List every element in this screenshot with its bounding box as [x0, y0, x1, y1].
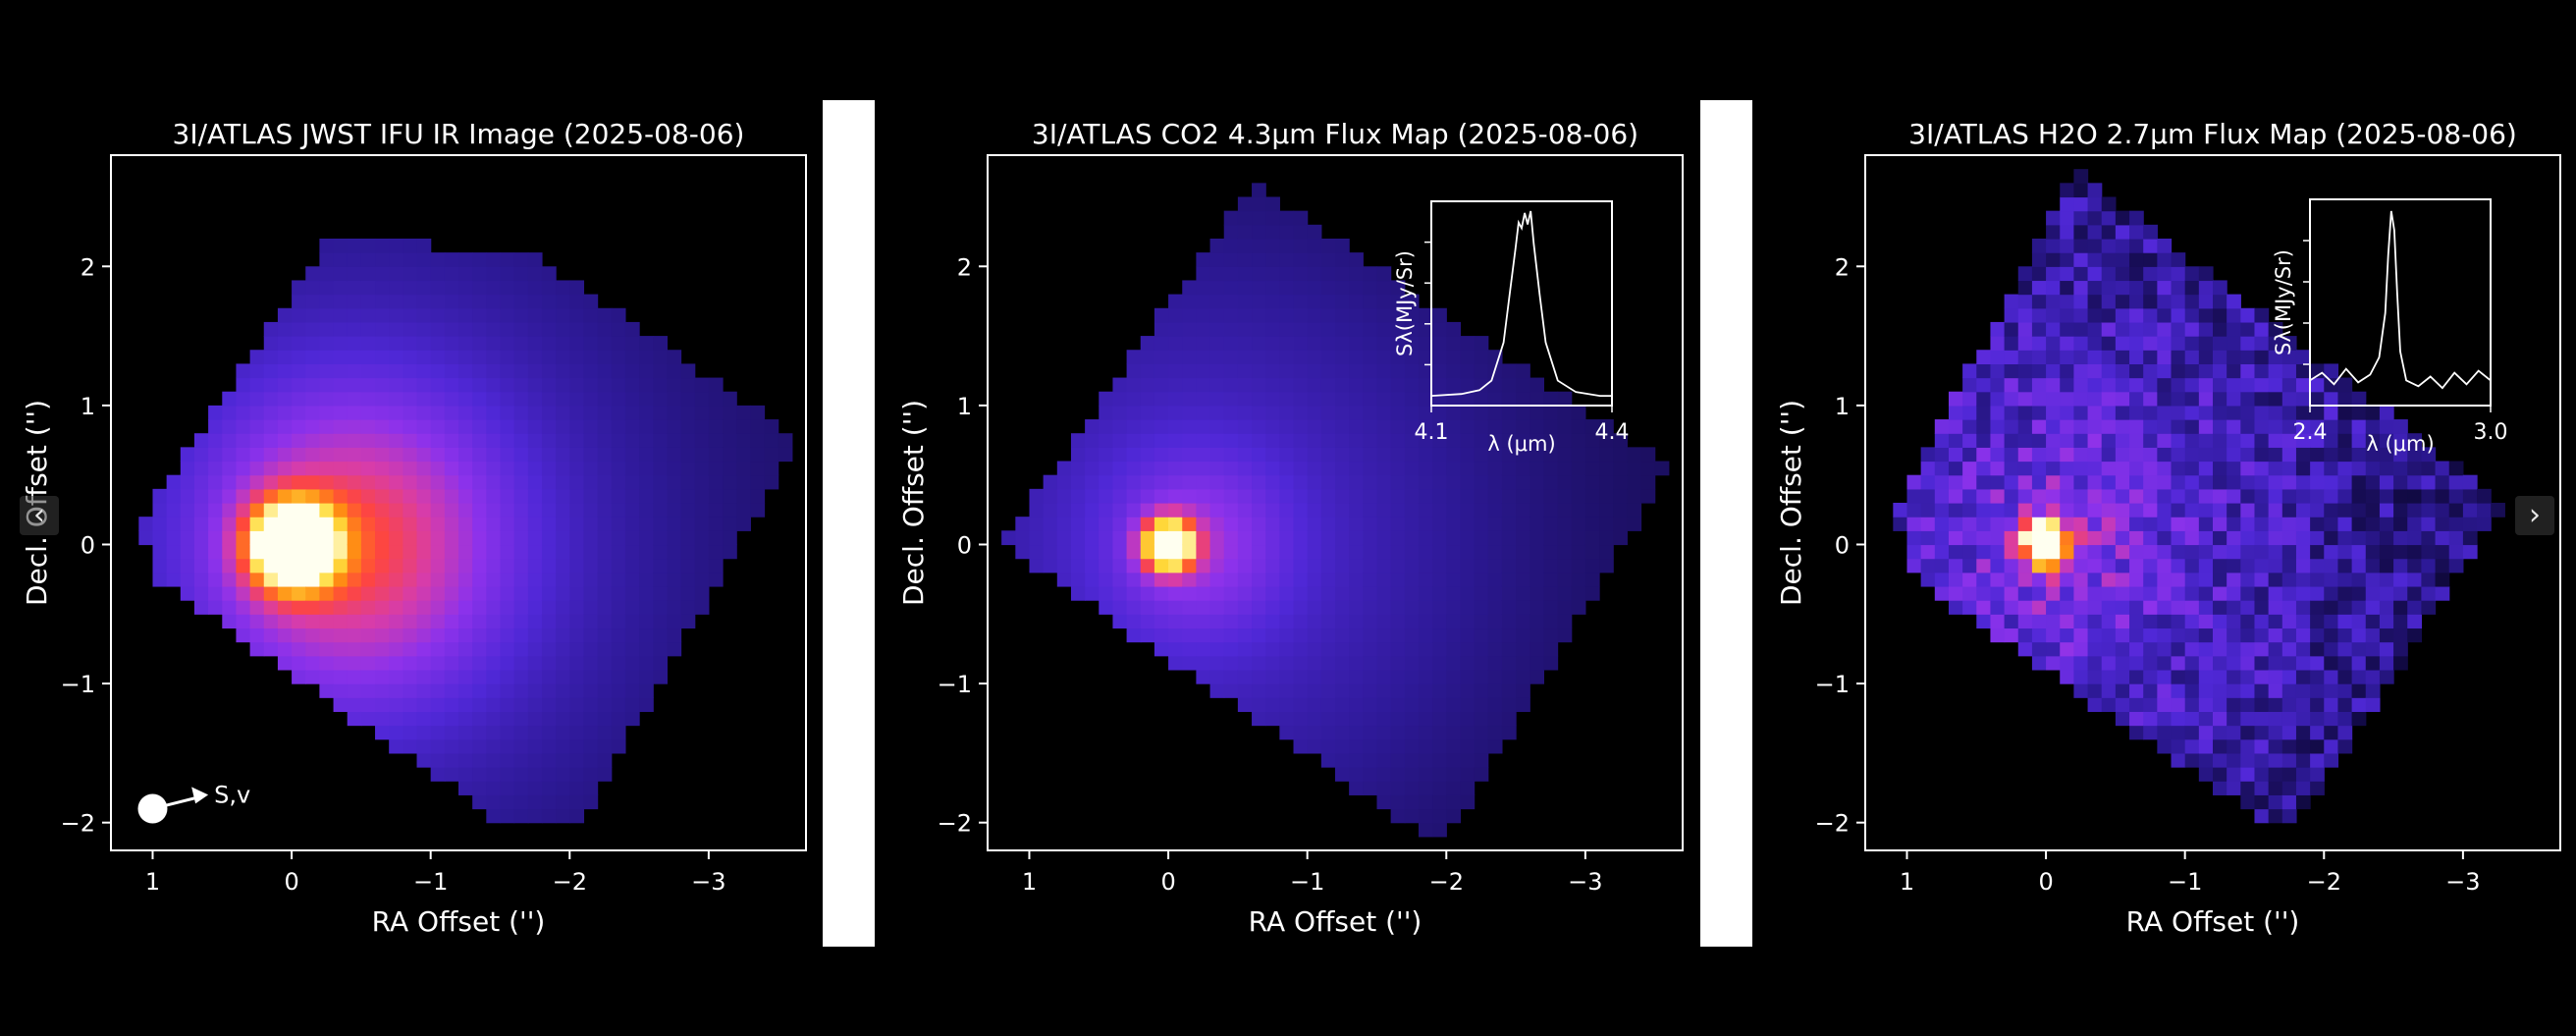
- x-tick-label: −3: [1568, 868, 1602, 896]
- x-tick-label: −1: [1290, 868, 1324, 896]
- inset-x-tick-label: 4.1: [1415, 420, 1449, 445]
- y-tick-label: 0: [80, 531, 95, 559]
- y-tick-label: −2: [61, 810, 95, 838]
- next-slide-button[interactable]: ›: [2515, 496, 2554, 535]
- x-tick-label: −1: [413, 868, 448, 896]
- y-tick-label: 2: [957, 253, 972, 281]
- y-tick-label: 0: [957, 531, 972, 559]
- inset-x-tick-label: 3.0: [2474, 420, 2508, 445]
- inset-frame: [1430, 200, 1613, 407]
- y-axis-label: Decl. Offset (''): [1775, 400, 1807, 606]
- chart-title: 3I/ATLAS JWST IFU IR Image (2025-08-06): [173, 118, 745, 150]
- inset-x-tick-label: 2.4: [2293, 420, 2328, 445]
- x-tick-label: −1: [2168, 868, 2202, 896]
- x-tick-label: 1: [1900, 868, 1914, 896]
- x-tick-label: 1: [1022, 868, 1037, 896]
- y-tick-label: 1: [80, 393, 95, 420]
- x-tick-label: −3: [691, 868, 725, 896]
- sun-direction-marker: [137, 793, 168, 824]
- inset-x-axis-label: λ (μm): [1487, 432, 1555, 456]
- y-tick-label: −2: [1815, 810, 1850, 838]
- y-tick-label: 2: [80, 253, 95, 281]
- x-tick-label: −2: [1429, 868, 1464, 896]
- x-tick-label: −3: [2445, 868, 2480, 896]
- inset-x-tick-label: 4.4: [1595, 420, 1630, 445]
- prev-slide-button[interactable]: ‹: [20, 496, 59, 535]
- x-tick-label: −2: [553, 868, 587, 896]
- y-tick-label: 0: [1835, 531, 1850, 559]
- axes-frame: [987, 154, 1684, 851]
- heatmap-image: [1001, 183, 1670, 838]
- axes-frame: [1864, 154, 2561, 851]
- spectrum-line: [2309, 210, 2492, 390]
- heatmap-image: [1893, 169, 2505, 824]
- y-tick-label: −1: [938, 671, 972, 698]
- y-tick-label: 1: [957, 393, 972, 420]
- y-tick-label: 2: [1835, 253, 1850, 281]
- y-axis-label: Decl. Offset (''): [897, 400, 930, 606]
- x-axis-label: RA Offset (''): [372, 905, 546, 938]
- axes-frame: [110, 154, 807, 851]
- x-tick-label: 0: [284, 868, 298, 896]
- x-axis-label: RA Offset (''): [1249, 905, 1422, 938]
- panel-2: 1 0 −1 −2 −3 −2 −1 0 1 2 3I/ATLAS CO2 4.3μm Flux M…: [897, 118, 1684, 938]
- x-tick-label: 0: [2038, 868, 2053, 896]
- x-tick-label: −2: [2307, 868, 2341, 896]
- chevron-left-icon: ‹: [33, 498, 45, 532]
- chart-title: 3I/ATLAS CO2 4.3μm Flux Map (2025-08-06): [1032, 118, 1638, 150]
- inset-frame: [2309, 198, 2492, 407]
- inset-x-axis-label: λ (μm): [2366, 432, 2434, 456]
- x-axis-label: RA Offset (''): [2126, 905, 2300, 938]
- panel-3: 1 0 −1 −2 −3 −2 −1 0 1 2 3I/ATLAS H2O 2.7μm Flux M…: [1775, 118, 2561, 938]
- chevron-right-icon: ›: [2529, 498, 2541, 532]
- y-tick-label: 1: [1835, 393, 1850, 420]
- panel-divider-left: [823, 100, 875, 947]
- x-tick-label: 0: [1160, 868, 1175, 896]
- panel-divider-right: [1700, 100, 1752, 947]
- inset-y-axis-label: Sλ(MJy/Sr): [2272, 249, 2295, 355]
- annotation-label: S,v: [214, 781, 250, 808]
- heatmap-image: [138, 238, 793, 824]
- y-tick-label: −1: [1815, 671, 1850, 698]
- arrow-head-icon: [191, 787, 209, 804]
- x-tick-label: 1: [145, 868, 160, 896]
- y-tick-label: −2: [938, 810, 972, 838]
- chart-title: 3I/ATLAS H2O 2.7μm Flux Map (2025-08-06): [1908, 118, 2517, 150]
- y-tick-label: −1: [61, 671, 95, 698]
- inset-spectrum: 4.1 4.4 λ (μm) Sλ(MJy/Sr): [1393, 200, 1630, 456]
- spectrum-line: [1430, 210, 1612, 398]
- inset-spectrum: 2.4 3.0 λ (μm) Sλ(MJy/Sr): [2272, 198, 2508, 456]
- panel-1: 1 0 −1 −2 −3 −2 −1 0 1 2 3I/ATLAS JWST IFU IR Imag…: [21, 118, 807, 938]
- inset-y-axis-label: Sλ(MJy/Sr): [1393, 250, 1417, 356]
